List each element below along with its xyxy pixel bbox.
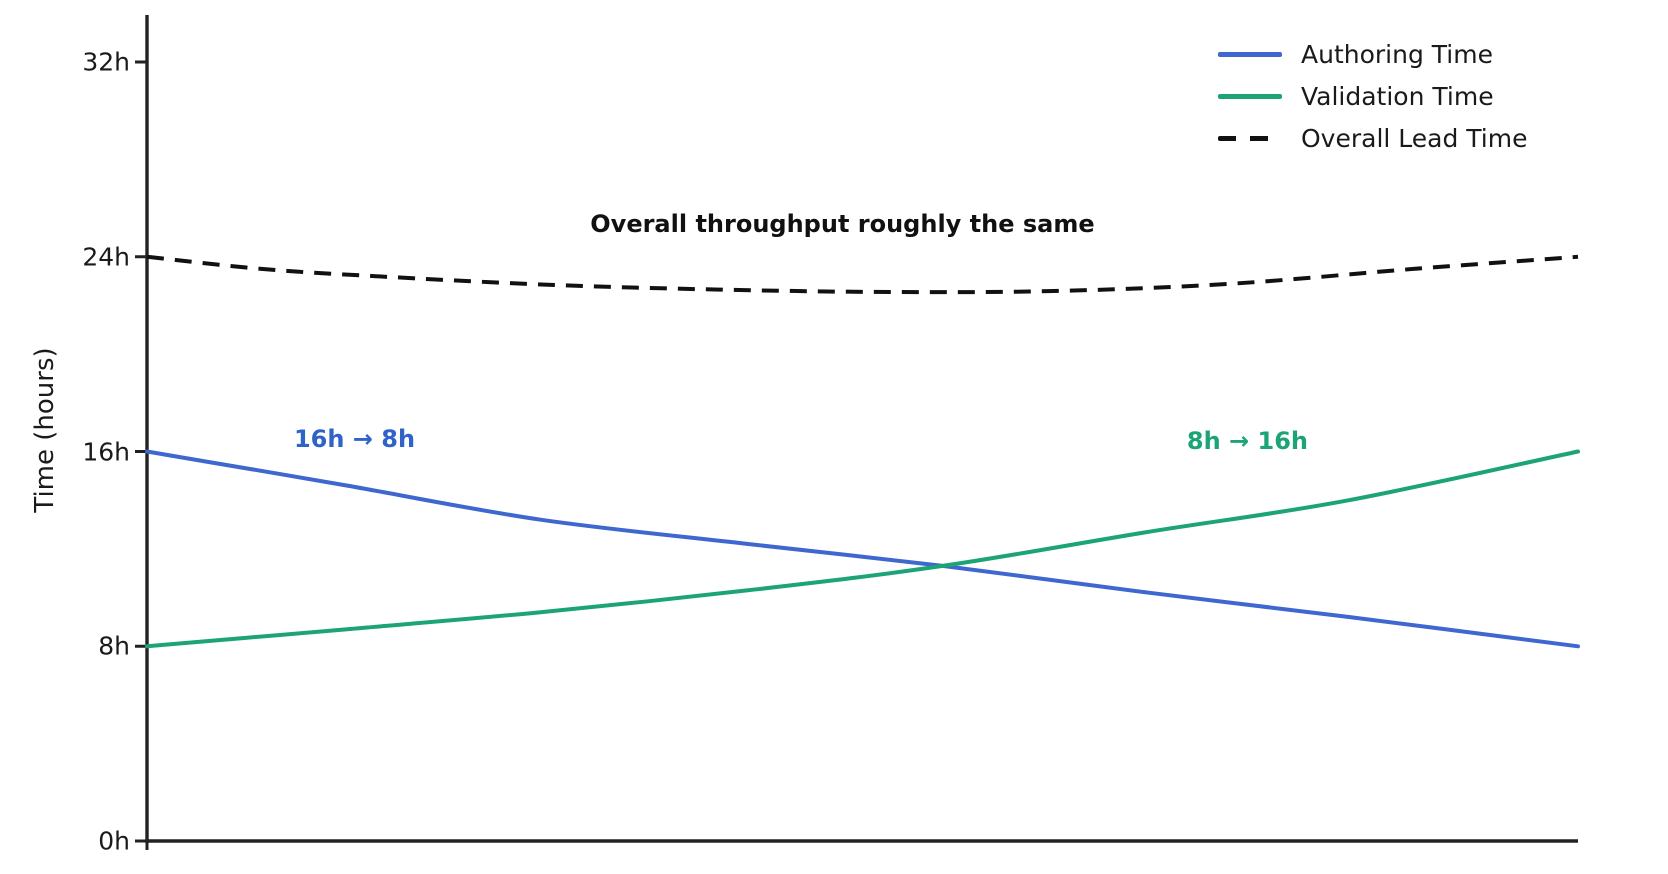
legend-line-swatch-authoring: [1218, 51, 1282, 57]
annotation-authoring-16h-to-8h: 16h → 8h: [293, 425, 416, 454]
legend-label-authoring: Authoring Time: [1301, 39, 1493, 69]
y-tick-label-0h: 0h: [98, 826, 130, 856]
annotation-validation-8h-to-16h: 8h → 16h: [1186, 426, 1308, 455]
legend-label-overall-lead: Overall Lead Time: [1301, 123, 1528, 153]
y-axis-label: Time (hours): [30, 347, 60, 513]
legend-line-swatch-validation: [1218, 93, 1282, 99]
y-tick-label-16h: 16h: [82, 437, 130, 466]
legend-line-swatch-overall-lead: [1218, 135, 1282, 141]
y-tick-label-32h: 32h: [82, 47, 130, 77]
validation-time-line: [145, 449, 1580, 649]
overall-lead-time-line: [146, 254, 1579, 295]
legend-item-overall-lead-time: Overall Lead Time: [1218, 117, 1527, 159]
legend-item-authoring-time: Authoring Time: [1218, 33, 1527, 75]
legend-item-validation-time: Validation Time: [1218, 75, 1527, 117]
y-tick-label-24h: 24h: [82, 242, 130, 272]
legend-label-validation: Validation Time: [1301, 81, 1494, 111]
annotation-overall-throughput: Overall throughput roughly the same: [590, 209, 1095, 238]
authoring-time-line: [145, 449, 1580, 649]
legend: Authoring Time Validation Time Overall L…: [1218, 33, 1527, 159]
y-tick-label-8h: 8h: [98, 631, 130, 661]
